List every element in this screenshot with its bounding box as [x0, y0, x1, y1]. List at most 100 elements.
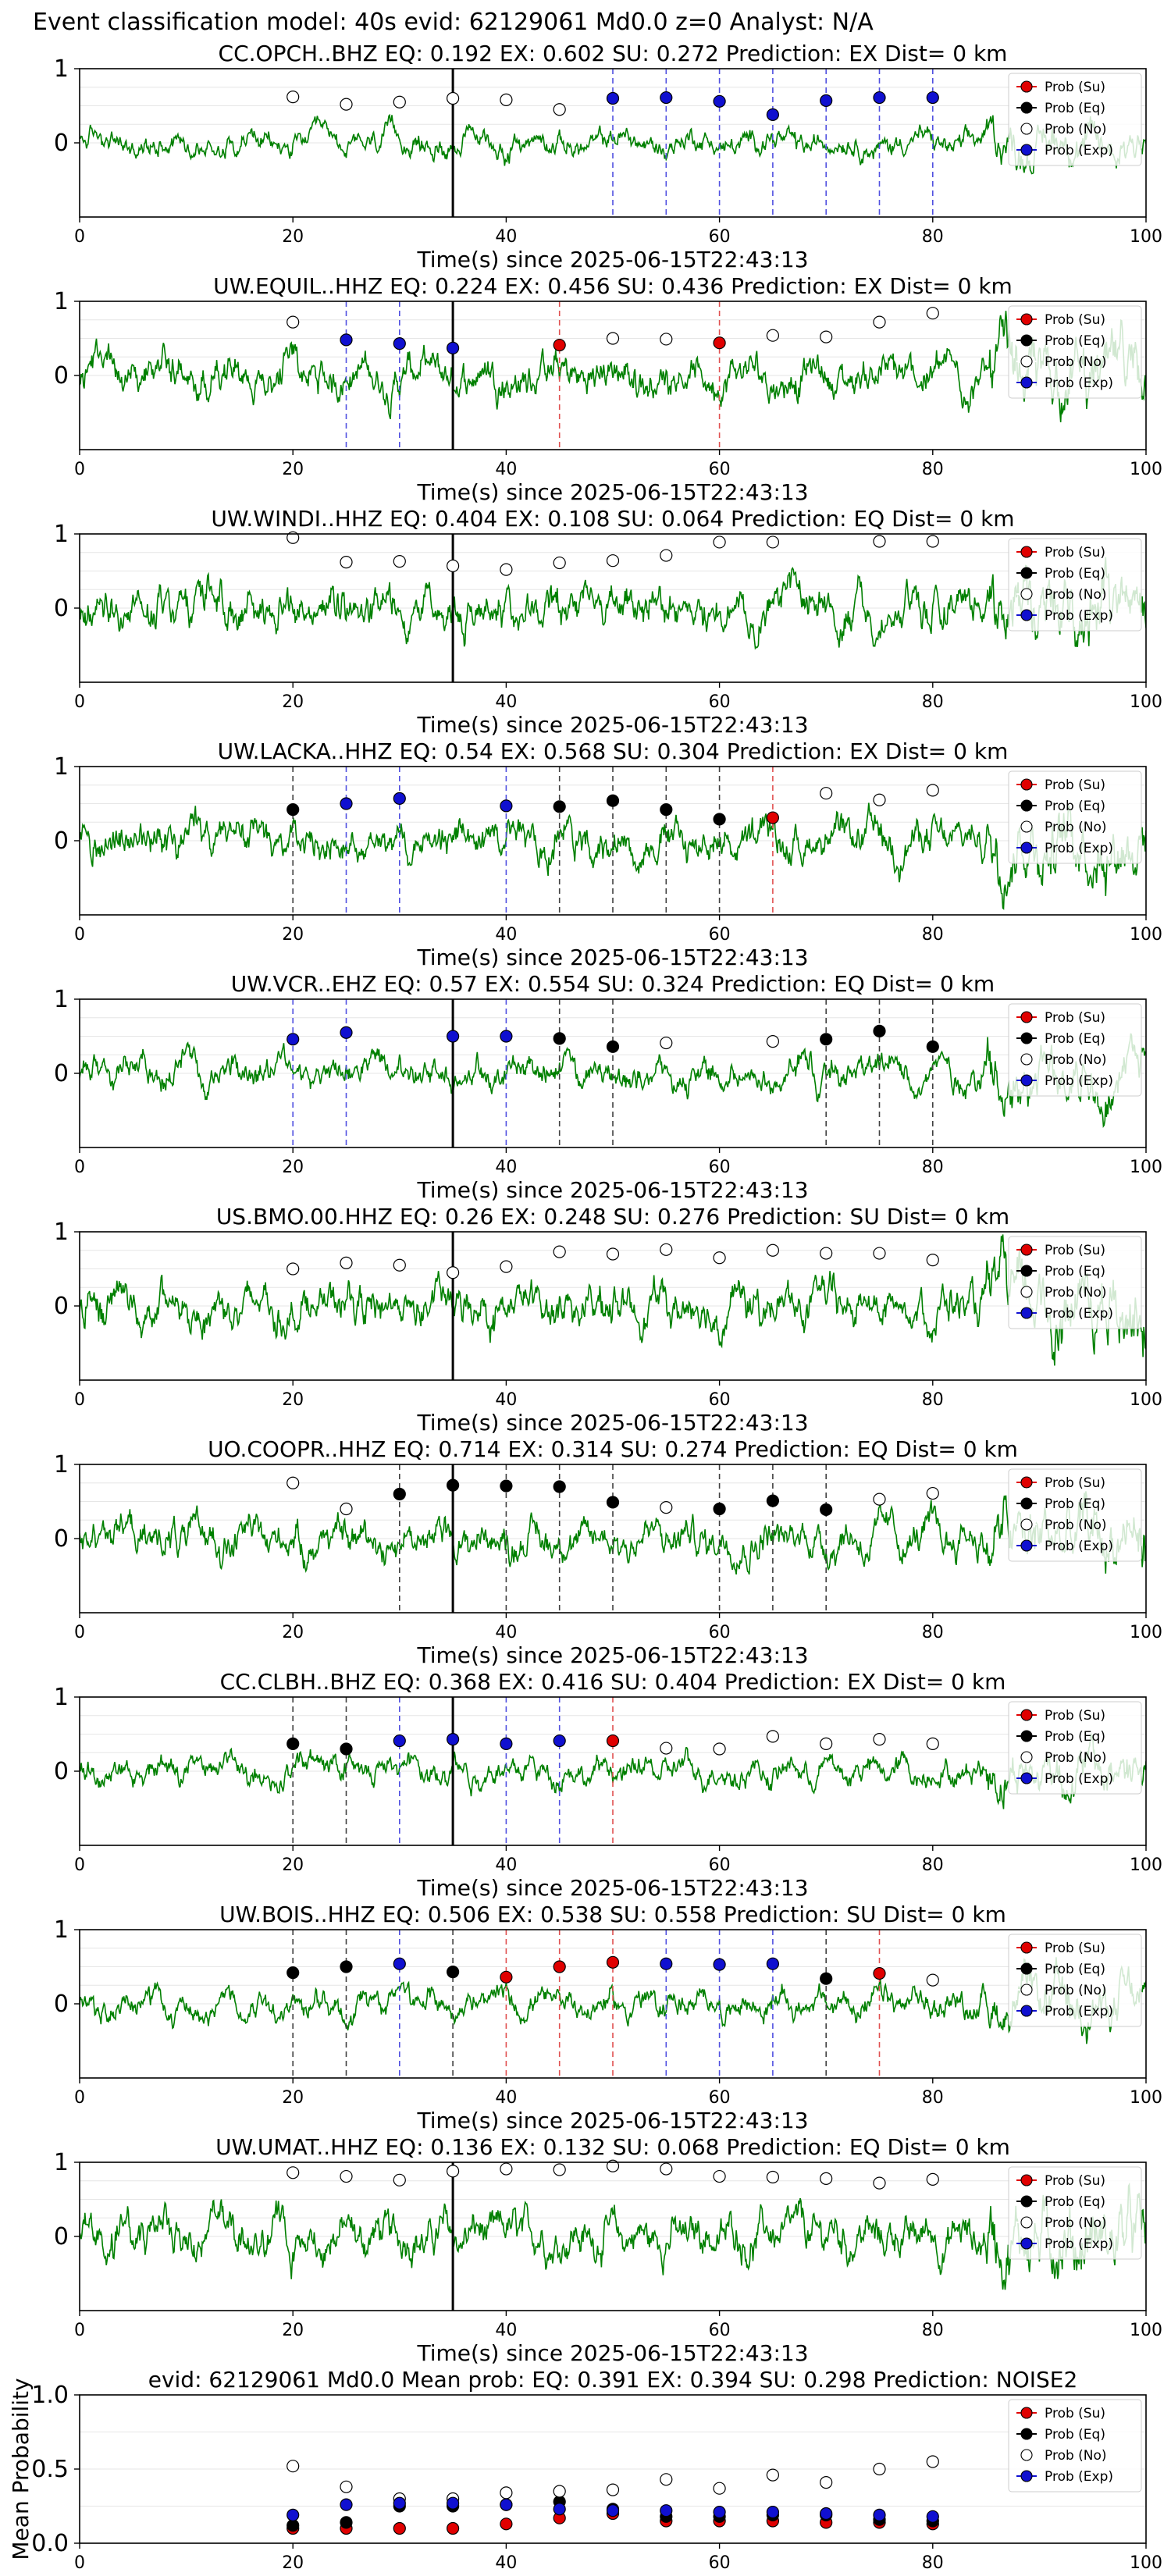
x-tick-label: 20	[282, 1390, 304, 1410]
y-tick-label: 1.0	[31, 2382, 69, 2409]
legend-label-exp: Prob (Exp)	[1045, 2469, 1113, 2485]
x-tick-label: 80	[922, 2088, 944, 2108]
legend-label-exp: Prob (Exp)	[1045, 143, 1113, 158]
legend-marker-eq	[1020, 799, 1033, 812]
panel-8: CC.CLBH..BHZ EQ: 0.368 EX: 0.416 SU: 0.4…	[54, 1669, 1162, 1901]
x-tick-label: 100	[1130, 692, 1162, 712]
legend-marker-eq	[1020, 1032, 1033, 1044]
x-tick-label: 0	[74, 692, 85, 712]
panel-title: UW.LACKA..HHZ EQ: 0.54 EX: 0.568 SU: 0.3…	[218, 738, 1009, 764]
legend-marker-exp	[1020, 2470, 1033, 2482]
x-tick-label: 40	[495, 227, 517, 247]
legend-label-su: Prob (Su)	[1045, 1243, 1105, 1258]
legend-label-no: Prob (No)	[1045, 2215, 1107, 2231]
legend-marker-su	[1020, 1709, 1033, 1721]
x-tick-label: 20	[282, 2553, 304, 2573]
panel-6: US.BMO.00.HHZ EQ: 0.26 EX: 0.248 SU: 0.2…	[54, 1204, 1162, 1436]
x-tick-label: 40	[495, 2088, 517, 2108]
x-tick-label: 20	[282, 2088, 304, 2108]
prob-marker-eq-50	[606, 1040, 620, 1053]
x-tick-label: 100	[1130, 1158, 1162, 1177]
prob-marker-no-40	[500, 93, 513, 107]
mean-marker-exp-60	[713, 2506, 726, 2519]
x-tick-label: 60	[709, 2088, 731, 2108]
prob-marker-eq-80	[926, 1040, 939, 1053]
y-tick-label: 0	[54, 130, 69, 157]
legend-label-eq: Prob (Eq)	[1045, 1031, 1105, 1047]
x-tick-label: 60	[709, 2553, 731, 2573]
x-tick-label: 60	[709, 1856, 731, 1875]
prob-marker-no-30	[393, 2173, 406, 2186]
legend-marker-exp	[1020, 841, 1033, 854]
x-tick-label: 0	[74, 2088, 85, 2108]
prob-marker-exp-30	[393, 1957, 406, 1970]
y-tick-label: 1	[54, 288, 69, 315]
prob-marker-no-45	[553, 556, 566, 570]
y-tick-label: 1	[54, 986, 69, 1013]
legend-label-eq: Prob (Eq)	[1045, 1729, 1105, 1745]
x-tick-label: 20	[282, 1856, 304, 1875]
prob-marker-exp-40	[500, 799, 513, 813]
x-tick-label: 40	[495, 1623, 517, 1642]
legend-label-eq: Prob (Eq)	[1045, 2194, 1105, 2210]
legend-marker-su	[1020, 546, 1033, 558]
y-tick-label: 0	[54, 1525, 69, 1553]
x-tick-label: 40	[495, 1158, 517, 1177]
legend-label-eq: Prob (Eq)	[1045, 566, 1105, 582]
y-tick-label: 1	[54, 1684, 69, 1711]
x-tick-label: 40	[495, 1390, 517, 1410]
prob-marker-no-25	[340, 555, 353, 569]
legend-marker-exp	[1020, 2005, 1033, 2017]
x-tick-label: 80	[922, 692, 944, 712]
legend: Prob (Su) Prob (Eq) Prob (No) Prob (Exp)	[1008, 1468, 1142, 1562]
legend-label-su: Prob (Su)	[1045, 1475, 1105, 1491]
mean-marker-no-50	[606, 2483, 620, 2496]
mean-marker-no-25	[340, 2480, 353, 2493]
panel-title: US.BMO.00.HHZ EQ: 0.26 EX: 0.248 SU: 0.2…	[216, 1204, 1009, 1229]
legend-marker-su	[1020, 1011, 1033, 1023]
legend-box	[1008, 1236, 1142, 1329]
prob-marker-exp-45	[553, 1734, 566, 1748]
legend-marker-eq	[1020, 101, 1033, 114]
panel-9: UW.BOIS..HHZ EQ: 0.506 EX: 0.538 SU: 0.5…	[54, 1902, 1162, 2133]
y-tick-label: 0	[54, 1293, 69, 1320]
mean-marker-eq-25	[340, 2516, 353, 2529]
x-tick-label: 0	[74, 227, 85, 247]
prob-marker-exp-65	[766, 1957, 780, 1970]
waveform-trace	[80, 557, 1146, 650]
y-tick-label: 0	[54, 1060, 69, 1087]
prob-marker-no-80	[926, 307, 939, 320]
legend-label-eq: Prob (Eq)	[1045, 1962, 1105, 1977]
prob-marker-no-80	[926, 1973, 939, 1987]
prob-marker-eq-60	[713, 1502, 726, 1516]
prob-marker-no-75	[873, 535, 886, 548]
legend-label-no: Prob (No)	[1045, 2448, 1107, 2464]
mean-marker-no-75	[873, 2462, 886, 2476]
prob-marker-eq-75	[873, 1024, 886, 1037]
prob-marker-no-25	[340, 2169, 353, 2183]
prob-marker-no-55	[660, 2162, 673, 2176]
x-tick-label: 80	[922, 1856, 944, 1875]
prob-marker-eq-20	[287, 802, 300, 817]
prob-marker-su-75	[873, 1966, 886, 1980]
legend-marker-no	[1020, 1286, 1033, 1298]
legend-label-exp: Prob (Exp)	[1045, 1073, 1113, 1089]
legend-label-eq: Prob (Eq)	[1045, 101, 1105, 116]
legend: Prob (Su) Prob (Eq) Prob (No) Prob (Exp)	[1008, 1934, 1142, 2027]
prob-marker-eq-65	[766, 1494, 780, 1507]
legend-label-no: Prob (No)	[1045, 587, 1107, 603]
prob-marker-no-35	[446, 91, 460, 105]
x-axis-label: Time(s) since 2025-06-15T22:43:13	[416, 1875, 808, 1901]
x-tick-label: 80	[922, 2553, 944, 2573]
panel-title: UW.UMAT..HHZ EQ: 0.136 EX: 0.132 SU: 0.0…	[215, 2134, 1010, 2160]
prob-marker-no-70	[820, 787, 833, 800]
x-tick-label: 40	[495, 2321, 517, 2340]
prob-marker-no-45	[553, 1245, 566, 1258]
legend-label-su: Prob (Su)	[1045, 1941, 1105, 1956]
prob-marker-exp-20	[287, 1033, 300, 1046]
prob-marker-exp-80	[926, 91, 939, 105]
legend-label-no: Prob (No)	[1045, 122, 1107, 137]
prob-marker-no-45	[553, 2163, 566, 2176]
mean-marker-no-20	[287, 2460, 300, 2473]
prob-marker-eq-25	[340, 1742, 353, 1756]
